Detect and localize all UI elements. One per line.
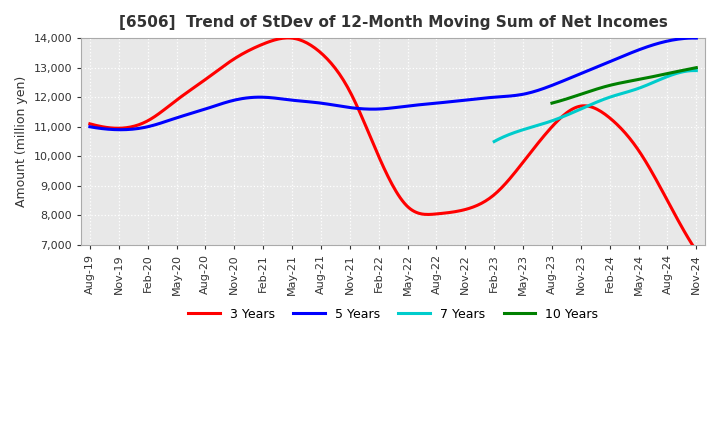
7 Years <box>610 93 618 99</box>
5 Years <box>449 99 457 104</box>
7 Years <box>692 68 701 73</box>
5 Years <box>446 99 455 104</box>
7 Years <box>611 93 619 98</box>
3 Years <box>86 121 94 126</box>
3 Years <box>637 152 646 158</box>
5 Years <box>116 127 125 132</box>
7 Years <box>673 70 682 76</box>
10 Years <box>633 77 642 82</box>
10 Years <box>548 100 557 106</box>
10 Years <box>636 77 644 82</box>
7 Years <box>490 139 499 144</box>
Line: 7 Years: 7 Years <box>494 70 696 142</box>
10 Years <box>548 100 557 106</box>
Y-axis label: Amount (million yen): Amount (million yen) <box>15 76 28 207</box>
Legend: 3 Years, 5 Years, 7 Years, 10 Years: 3 Years, 5 Years, 7 Years, 10 Years <box>184 303 603 326</box>
3 Years <box>446 210 455 215</box>
7 Years <box>490 139 498 144</box>
5 Years <box>88 125 96 130</box>
5 Years <box>599 62 608 67</box>
Line: 3 Years: 3 Years <box>90 38 696 251</box>
5 Years <box>86 124 94 129</box>
5 Years <box>692 36 701 41</box>
5 Years <box>637 46 646 51</box>
5 Years <box>688 36 696 41</box>
Title: [6506]  Trend of StDev of 12-Month Moving Sum of Net Incomes: [6506] Trend of StDev of 12-Month Moving… <box>119 15 667 30</box>
10 Years <box>670 70 678 75</box>
Line: 5 Years: 5 Years <box>90 38 696 130</box>
3 Years <box>692 248 701 253</box>
3 Years <box>459 207 467 213</box>
10 Years <box>634 77 642 82</box>
7 Years <box>690 68 698 73</box>
Line: 10 Years: 10 Years <box>552 68 696 103</box>
5 Years <box>459 98 467 103</box>
10 Years <box>692 65 701 70</box>
3 Years <box>88 122 96 127</box>
10 Years <box>678 68 687 73</box>
7 Years <box>660 75 669 81</box>
3 Years <box>599 110 608 116</box>
3 Years <box>449 209 457 215</box>
3 Years <box>284 35 293 40</box>
7 Years <box>613 92 622 97</box>
